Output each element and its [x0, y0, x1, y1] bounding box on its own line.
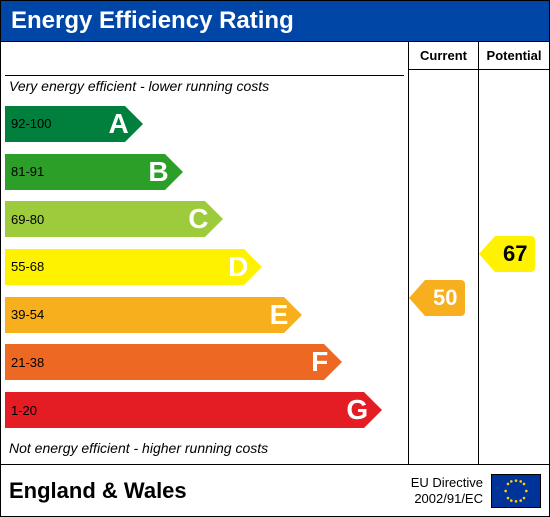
- bands-container: 92-100 A 81-91 B 69-80 C 55-68 D 39-54 E 21-38 F 1-2…: [5, 96, 404, 438]
- footer-region: England & Wales: [9, 478, 411, 504]
- band-range-e: 39-54: [11, 307, 44, 322]
- band-letter-g: G: [346, 396, 368, 424]
- band-row-c: 69-80 C: [5, 201, 404, 237]
- band-letter-f: F: [311, 348, 328, 376]
- potential-pointer-arrow: [479, 236, 495, 272]
- potential-pointer: 67: [495, 236, 535, 272]
- current-pointer: 50: [425, 280, 465, 316]
- potential-column: Potential 67: [479, 42, 549, 464]
- current-header: Current: [409, 42, 478, 70]
- bands-header-spacer: [5, 48, 404, 76]
- note-top: Very energy efficient - lower running co…: [5, 76, 404, 96]
- band-letter-b: B: [148, 158, 168, 186]
- directive-line2: 2002/91/EC: [411, 491, 483, 507]
- band-letter-a: A: [108, 110, 128, 138]
- band-letter-e: E: [270, 301, 289, 329]
- band-row-g: 1-20 G: [5, 392, 404, 428]
- current-column: Current 50: [409, 42, 479, 464]
- chart-footer: England & Wales EU Directive 2002/91/EC: [1, 464, 549, 516]
- current-pointer-arrow: [409, 280, 425, 316]
- band-letter-c: C: [188, 205, 208, 233]
- band-range-c: 69-80: [11, 212, 44, 227]
- current-pointer-value: 50: [425, 280, 465, 316]
- band-range-f: 21-38: [11, 355, 44, 370]
- chart-title: Energy Efficiency Rating: [1, 1, 549, 42]
- potential-pointer-value: 67: [495, 236, 535, 272]
- band-range-b: 81-91: [11, 164, 44, 179]
- band-row-a: 92-100 A: [5, 106, 404, 142]
- chart-grid: Very energy efficient - lower running co…: [1, 42, 549, 464]
- footer-directive: EU Directive 2002/91/EC: [411, 475, 483, 506]
- potential-body: 67: [479, 70, 549, 464]
- eu-flag-icon: [491, 474, 541, 508]
- band-bar-g: 1-20G: [5, 392, 364, 428]
- current-body: 50: [409, 70, 478, 464]
- band-bar-b: 81-91 B: [5, 154, 165, 190]
- band-bar-d: 55-68D: [5, 249, 244, 285]
- band-range-a: 92-100: [11, 116, 51, 131]
- potential-header: Potential: [479, 42, 549, 70]
- epc-chart: Energy Efficiency Rating Very energy eff…: [0, 0, 550, 517]
- band-bar-f: 21-38F: [5, 344, 324, 380]
- band-letter-d: D: [228, 253, 248, 281]
- band-bar-e: 39-54E: [5, 297, 284, 333]
- band-row-e: 39-54 E: [5, 297, 404, 333]
- band-row-f: 21-38 F: [5, 344, 404, 380]
- band-range-g: 1-20: [11, 403, 37, 418]
- bands-column: Very energy efficient - lower running co…: [1, 42, 409, 464]
- band-bar-c: 69-80 C: [5, 201, 205, 237]
- note-bottom: Not energy efficient - higher running co…: [5, 438, 404, 458]
- band-bar-a: 92-100 A: [5, 106, 125, 142]
- band-row-d: 55-68 D: [5, 249, 404, 285]
- band-range-d: 55-68: [11, 259, 44, 274]
- band-row-b: 81-91 B: [5, 154, 404, 190]
- directive-line1: EU Directive: [411, 475, 483, 491]
